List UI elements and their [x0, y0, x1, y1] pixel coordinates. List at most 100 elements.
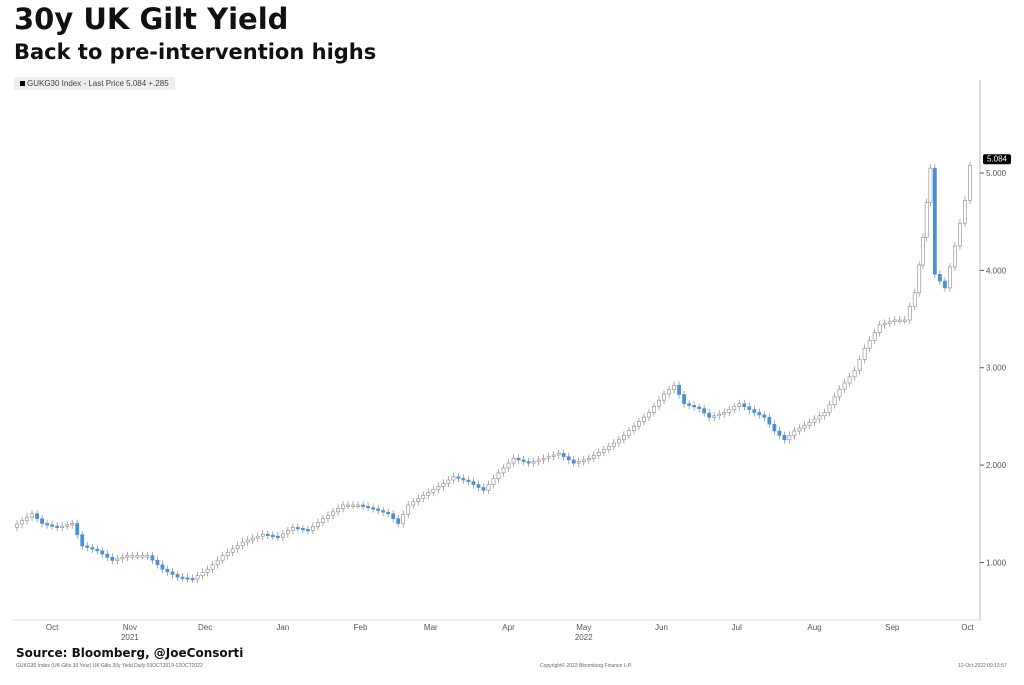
candle — [506, 462, 511, 469]
candle — [295, 527, 300, 530]
x-tick-label: Jan — [276, 623, 289, 632]
candle — [632, 425, 636, 431]
candle — [546, 456, 551, 459]
candle — [742, 403, 747, 407]
candle — [451, 476, 456, 481]
candle — [932, 167, 937, 275]
candle — [561, 453, 566, 457]
candle — [536, 459, 541, 462]
candle — [652, 406, 656, 413]
candle — [180, 576, 185, 579]
candle — [857, 359, 862, 371]
candle — [551, 454, 556, 457]
candle — [341, 504, 345, 509]
x-tick-label: Sep — [885, 623, 900, 632]
candle — [120, 556, 125, 560]
x-tick-label: Apr — [502, 623, 515, 632]
x-tick-label: May — [576, 623, 591, 632]
candle — [657, 399, 661, 407]
candle — [928, 167, 933, 204]
candle — [220, 555, 225, 561]
candle — [486, 484, 491, 491]
candle — [867, 340, 872, 349]
candle — [942, 280, 947, 289]
candle — [822, 412, 827, 417]
candle — [797, 427, 802, 432]
candle — [571, 459, 576, 464]
candle — [215, 559, 220, 566]
candle — [817, 415, 822, 420]
last-price-tag — [983, 154, 1011, 165]
candle — [968, 164, 972, 201]
candle — [862, 347, 867, 360]
candle — [777, 430, 782, 436]
candle — [892, 319, 897, 322]
candle — [386, 511, 391, 515]
candle — [727, 409, 732, 413]
candle — [948, 266, 952, 289]
candle — [70, 523, 75, 526]
candle — [250, 537, 255, 541]
candle — [832, 396, 837, 406]
candle — [356, 504, 360, 507]
candle — [732, 406, 737, 410]
footer-center: Copyright© 2022 Bloomberg Finance L.P. — [540, 663, 632, 669]
candle — [737, 403, 742, 407]
candle — [75, 523, 80, 536]
candle — [40, 518, 44, 524]
candle — [20, 520, 24, 525]
candle — [792, 430, 797, 436]
candle — [431, 489, 436, 493]
x-tick-label: Nov — [123, 623, 137, 632]
candle — [230, 548, 235, 553]
candle — [921, 236, 925, 266]
footer-left: GUKG30 Index (UK Gilts 30 Year) UK Gilts… — [16, 663, 203, 669]
candle — [521, 459, 526, 462]
y-tick-label: 3.000 — [986, 364, 1007, 373]
x-year-label: 2022 — [575, 633, 593, 642]
candle — [456, 476, 461, 479]
candle — [260, 533, 265, 537]
candle — [235, 545, 240, 550]
candle — [436, 486, 441, 490]
x-tick-label: Oct — [961, 623, 974, 632]
candle — [466, 479, 471, 482]
candle — [963, 199, 967, 224]
candle — [752, 409, 757, 413]
candle — [747, 406, 752, 410]
candle — [897, 319, 902, 322]
candle — [772, 423, 777, 432]
candle — [606, 445, 611, 450]
candle — [812, 418, 817, 423]
footer-right: 12-Oct-2022 09:13:57 — [958, 663, 1007, 669]
candle — [255, 535, 260, 539]
candle — [842, 382, 847, 390]
candle — [205, 568, 210, 573]
candle — [912, 292, 917, 307]
candle — [346, 504, 350, 507]
candle — [130, 555, 135, 558]
candle — [586, 457, 591, 461]
candle — [270, 534, 275, 537]
x-year-label: 2021 — [121, 633, 139, 642]
candle — [591, 455, 596, 459]
y-tick-label: 5.000 — [986, 169, 1007, 178]
candle — [672, 384, 676, 390]
candle — [687, 403, 691, 406]
candle — [556, 453, 561, 456]
candle — [50, 524, 55, 527]
candle — [827, 404, 832, 413]
candle — [90, 547, 95, 550]
candle — [110, 556, 115, 561]
candle — [762, 414, 767, 418]
candle — [702, 408, 707, 414]
candle — [145, 555, 150, 558]
candle — [541, 457, 546, 461]
candle — [712, 415, 717, 418]
candle — [361, 504, 365, 507]
x-tick-label: Jul — [732, 623, 742, 632]
candle — [902, 319, 907, 322]
candle — [787, 435, 792, 441]
candle — [285, 530, 290, 535]
candle — [616, 439, 621, 444]
